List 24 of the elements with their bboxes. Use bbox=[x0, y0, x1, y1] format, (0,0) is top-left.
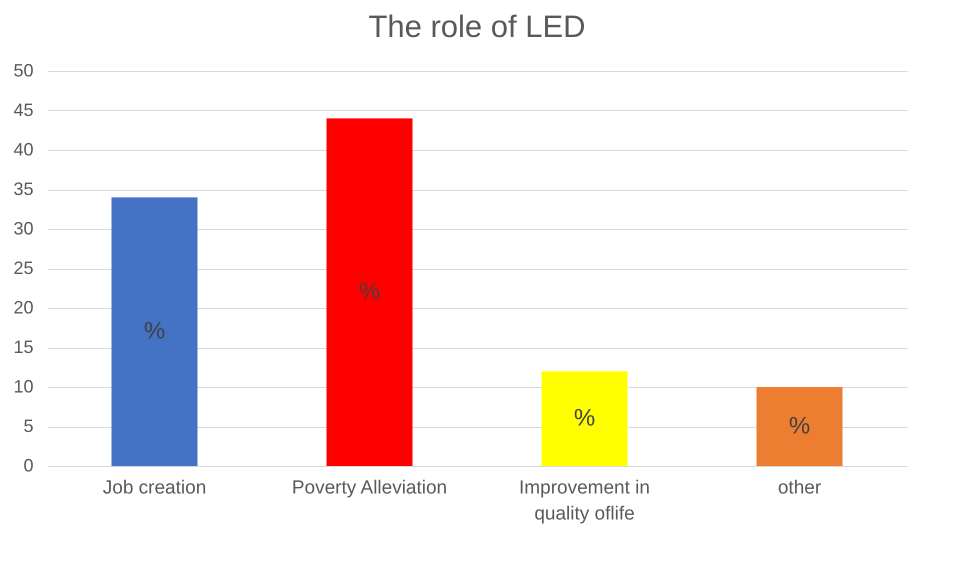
bar bbox=[326, 118, 412, 466]
y-tick-label: 20 bbox=[13, 298, 34, 318]
y-tick-label: 5 bbox=[23, 416, 34, 436]
y-tick-label: 10 bbox=[13, 376, 34, 396]
y-tick-label: 50 bbox=[13, 60, 34, 80]
x-tick-label: Improvement in quality oflife bbox=[519, 478, 650, 524]
data-label: % bbox=[144, 318, 166, 345]
data-label: % bbox=[358, 278, 380, 306]
bar bbox=[756, 387, 842, 466]
data-label: % bbox=[574, 404, 596, 432]
x-tick-label: other bbox=[778, 478, 822, 498]
data-label: % bbox=[788, 412, 810, 440]
y-tick-label: 0 bbox=[23, 456, 34, 476]
chart-title: The role of LED bbox=[368, 9, 586, 44]
bar bbox=[542, 371, 628, 466]
bar bbox=[112, 197, 198, 466]
x-tick-label: Job creation bbox=[102, 478, 206, 498]
y-tick-label: 25 bbox=[13, 258, 34, 278]
y-tick-label: 45 bbox=[13, 100, 34, 120]
y-tick-label: 40 bbox=[13, 140, 34, 160]
y-tick-label: 30 bbox=[13, 218, 34, 238]
x-tick-label: Poverty Alleviation bbox=[292, 478, 448, 498]
y-tick-label: 15 bbox=[13, 337, 34, 357]
y-tick-label: 35 bbox=[13, 179, 34, 199]
